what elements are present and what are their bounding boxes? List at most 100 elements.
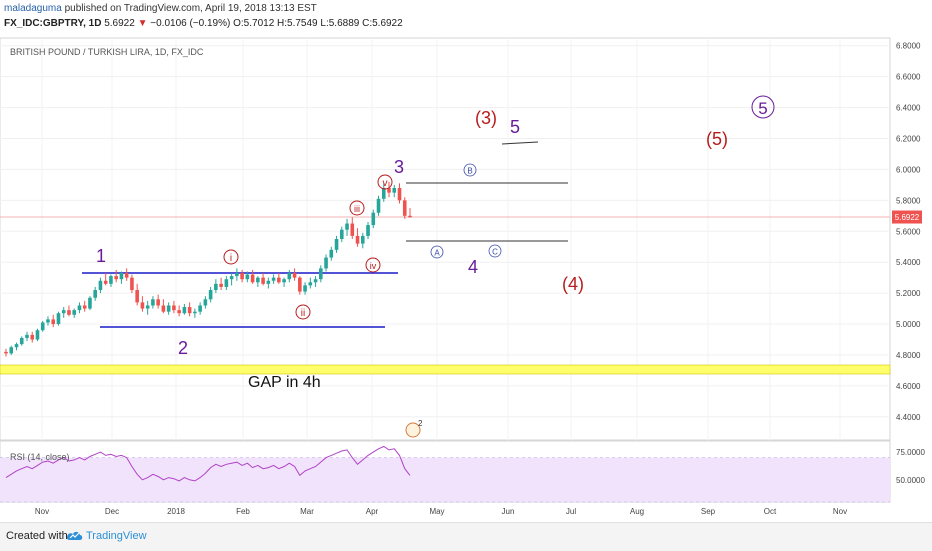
wave-3-red-label: (3) bbox=[475, 108, 497, 128]
candle-body bbox=[203, 299, 208, 306]
last-price-tag: 5.6922 bbox=[892, 210, 922, 224]
price-tick-label: 5.4000 bbox=[896, 258, 921, 267]
candle-body bbox=[4, 351, 8, 354]
rsi-tick-label: 75.0000 bbox=[896, 448, 925, 457]
price-change: −0.0106 (−0.19%) bbox=[150, 18, 231, 29]
event-count: 2 bbox=[418, 419, 423, 428]
candle-body bbox=[88, 297, 92, 309]
candle-body bbox=[334, 239, 339, 250]
tradingview-brand[interactable]: TradingView bbox=[86, 530, 147, 542]
wave-5-circled-label: 5 bbox=[751, 95, 775, 119]
candle-body bbox=[266, 280, 271, 284]
candle-body bbox=[271, 277, 276, 281]
price-tick-label: 5.6000 bbox=[896, 227, 921, 236]
wave-b-label: B bbox=[463, 163, 477, 177]
price-axis[interactable]: 6.8000 6.6000 6.4000 6.2000 6.0000 5.8000 5.60… bbox=[896, 42, 921, 422]
candle-body bbox=[214, 283, 218, 291]
chart-header: maladaguma published on TradingView.com,… bbox=[0, 0, 932, 36]
wave-iii-text: iii bbox=[354, 204, 360, 214]
author-link[interactable]: maladaguma bbox=[4, 3, 62, 14]
time-tick-label: Feb bbox=[236, 507, 250, 516]
candle-body bbox=[130, 277, 134, 291]
candle-body bbox=[329, 249, 334, 258]
candle-body bbox=[114, 276, 118, 280]
rsi-line bbox=[5, 445, 411, 482]
candle-body bbox=[387, 187, 391, 193]
candle-body bbox=[292, 273, 297, 278]
wave-a-label: A bbox=[430, 245, 444, 259]
candle-body bbox=[313, 279, 318, 283]
candle-body bbox=[303, 285, 307, 292]
time-tick-label: Mar bbox=[300, 507, 314, 516]
gap-band bbox=[0, 364, 891, 375]
chart-title: BRITISH POUND / TURKISH LIRA, 1D, FX_IDC bbox=[10, 47, 204, 57]
wave-v-text: v bbox=[383, 178, 388, 189]
candle-body bbox=[324, 257, 328, 269]
wave-5-label: 5 bbox=[510, 117, 520, 137]
main-grid bbox=[0, 38, 890, 502]
down-arrow-icon: ▼ bbox=[137, 18, 148, 29]
wave-5-line[interactable] bbox=[501, 141, 539, 145]
candle-body bbox=[77, 305, 82, 311]
candle-body bbox=[82, 305, 87, 309]
candle-body bbox=[298, 277, 302, 292]
wave-iii-label: iii bbox=[349, 200, 365, 216]
candle-body bbox=[366, 225, 370, 236]
candle-body bbox=[282, 279, 286, 283]
price-chart[interactable]: BRITISH POUND / TURKISH LIRA, 1D, FX_IDC… bbox=[0, 36, 932, 522]
wave-3-label: 3 bbox=[394, 157, 404, 177]
gap-label: GAP in 4h bbox=[248, 374, 321, 391]
footer: Created with TradingView bbox=[0, 522, 932, 551]
price-tick-label: 5.8000 bbox=[896, 196, 921, 205]
candle-body bbox=[193, 311, 197, 314]
event-icon[interactable] bbox=[405, 422, 421, 438]
wave-iv-text: iv bbox=[370, 261, 377, 271]
candle-body bbox=[35, 330, 40, 340]
last-price: 5.6922 bbox=[104, 18, 135, 29]
wave-iv-label: iv bbox=[365, 257, 381, 273]
candle-body bbox=[198, 305, 202, 312]
publish-text: published on TradingView.com, April 19, … bbox=[61, 3, 317, 14]
price-tick-label: 6.0000 bbox=[896, 165, 921, 174]
candle-body bbox=[187, 307, 192, 314]
candle-body bbox=[19, 337, 24, 345]
candle-body bbox=[355, 235, 360, 244]
candle-body bbox=[177, 310, 181, 314]
time-axis[interactable]: Nov Dec 2018 Feb Mar Apr May Jun Jul Aug Sep Oct Nov bbox=[35, 507, 847, 516]
created-with-text: Created with bbox=[6, 530, 68, 542]
price-tick-label: 5.2000 bbox=[896, 289, 921, 298]
candle-body bbox=[9, 347, 14, 354]
time-tick-label: Sep bbox=[701, 507, 716, 516]
wave-4-red-label: (4) bbox=[562, 274, 584, 294]
candle-body bbox=[256, 277, 260, 283]
candle-body bbox=[392, 187, 397, 193]
candle-body bbox=[119, 273, 124, 280]
candle-body bbox=[250, 274, 255, 283]
candle-body bbox=[30, 334, 35, 340]
tradingview-logo-icon[interactable] bbox=[66, 529, 84, 543]
price-tick-label: 6.6000 bbox=[896, 73, 921, 82]
wave-2-label: 2 bbox=[178, 338, 188, 358]
candle-body bbox=[345, 223, 349, 230]
rsi-axis[interactable]: 75.0000 50.0000 bbox=[896, 448, 925, 485]
candle-body bbox=[208, 290, 213, 300]
candle-body bbox=[166, 305, 171, 312]
time-tick-label: Jun bbox=[502, 507, 515, 516]
symbol-info: FX_IDC:GBPTRY, 1D 5.6922 ▼ −0.0106 (−0.1… bbox=[4, 18, 403, 29]
candle-body bbox=[14, 344, 19, 348]
event-badge[interactable]: 2 bbox=[405, 419, 423, 438]
time-tick-label: Dec bbox=[105, 507, 119, 516]
time-tick-label: Nov bbox=[833, 507, 847, 516]
candle-body bbox=[93, 290, 97, 298]
time-tick-label: 2018 bbox=[167, 507, 185, 516]
candle-body bbox=[339, 229, 344, 239]
wave-c-label: C bbox=[488, 244, 502, 258]
candle-body bbox=[140, 302, 145, 309]
time-tick-label: Aug bbox=[630, 507, 644, 516]
candle-body bbox=[56, 313, 61, 325]
wave-c-text: C bbox=[492, 248, 498, 257]
candle-body bbox=[151, 299, 155, 306]
candle-body bbox=[319, 268, 323, 280]
price-tick-label: 6.4000 bbox=[896, 104, 921, 113]
candle-body bbox=[61, 310, 66, 314]
